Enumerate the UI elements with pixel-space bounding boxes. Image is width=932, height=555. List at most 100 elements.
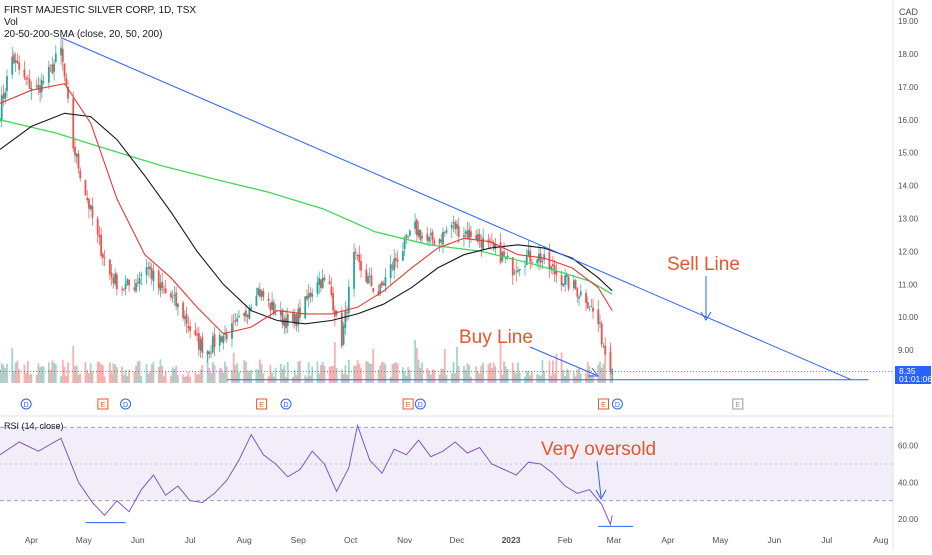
x-tick-label: Sep [291,535,306,545]
volume-bar [286,362,289,383]
x-tick-label: May [712,535,729,545]
volume-bar [307,362,310,383]
volume-bar [518,372,521,383]
rsi-legend-label: RSI (14, close) [4,421,64,431]
volume-bar [478,373,481,383]
candle-body [194,330,197,336]
volume-bar [408,369,411,383]
candle-body [96,218,99,235]
earnings-marker [256,398,268,410]
price-tick-label: 10.00 [898,313,919,322]
volume-bar [243,360,246,383]
volume-bar [211,362,214,383]
candle-body [318,278,321,285]
last-price-value: 8.35 [899,366,916,376]
volume-bar [13,370,15,383]
volume-bar [238,371,240,383]
candle-body [476,234,479,242]
candle-body [285,317,287,329]
volume-bar [304,375,307,383]
candle-body [88,198,90,209]
candle-body [415,219,418,236]
candle-body [389,264,392,278]
candle-body [524,266,526,267]
candle-body [475,235,478,240]
candle-body [51,64,54,74]
candle-body [494,244,497,250]
volume-bar [597,364,600,383]
sell-line-arrowhead [700,311,712,321]
candle-body [408,230,411,236]
candle-body [210,353,212,355]
candle-body [91,205,94,218]
volume-bar [224,361,226,383]
volume-bar [14,362,17,383]
price-tick-label: 17.00 [898,83,919,92]
dividend-marker [414,398,426,410]
volume-bar [320,364,322,383]
volume-bar [6,363,8,383]
volume-bar [609,346,612,383]
candle-body [67,86,69,99]
candle-body [450,224,453,229]
volume-bar [187,372,190,383]
candle-body [74,146,76,156]
candle-body [527,249,530,256]
volume-bar [60,375,62,383]
volume-bar [194,371,197,383]
volume-bar [450,373,453,383]
candle-body [452,221,455,224]
candle-body [428,236,430,242]
candle-body [177,303,179,308]
candle-body [443,231,446,233]
volume-bar [370,363,373,383]
sell-line-label: Sell Line [667,254,740,275]
candle-body [562,283,565,287]
candle-body [433,240,436,245]
candle-body [541,261,544,262]
volume-bar [185,375,188,383]
volume-bar [588,366,591,383]
dividend-marker-label: D [615,402,620,409]
volume-bar [562,369,565,383]
volume-bar [53,362,55,383]
volume-bar [381,361,383,383]
candle-body [72,98,75,149]
volume-bar [426,368,429,383]
candle-body [391,266,394,268]
candle-body [543,254,546,260]
candle-body [551,264,554,267]
candle-body [279,310,282,316]
candle-body [248,308,251,319]
candle-body [108,259,111,275]
volume-bar [297,361,300,383]
volume-bar [464,370,467,383]
volume-bar [108,362,111,383]
candle-body [360,261,362,271]
volume-bar [72,345,75,383]
x-tick-label: Jul [821,535,832,545]
x-tick-label: Aug [237,535,252,545]
volume-bar [323,365,326,383]
candle-body [18,62,21,70]
volume-bar [572,372,575,383]
volume-bar [490,368,493,383]
candle-body [196,334,198,336]
volume-bar [161,365,164,383]
dividend-marker [120,398,132,410]
volume-bar [538,374,540,383]
candle-body [574,279,577,289]
candle-body [2,93,5,99]
volume-bar [103,376,106,383]
volume-group [0,340,614,383]
volume-bar [157,366,160,383]
candle-body [170,293,172,298]
candle-body [49,64,52,66]
volume-bar [74,366,76,383]
buy-line-label: Buy Line [459,327,533,348]
earnings-marker-label: E [601,402,606,409]
volume-bar [600,367,603,383]
volume-bar [89,363,92,383]
